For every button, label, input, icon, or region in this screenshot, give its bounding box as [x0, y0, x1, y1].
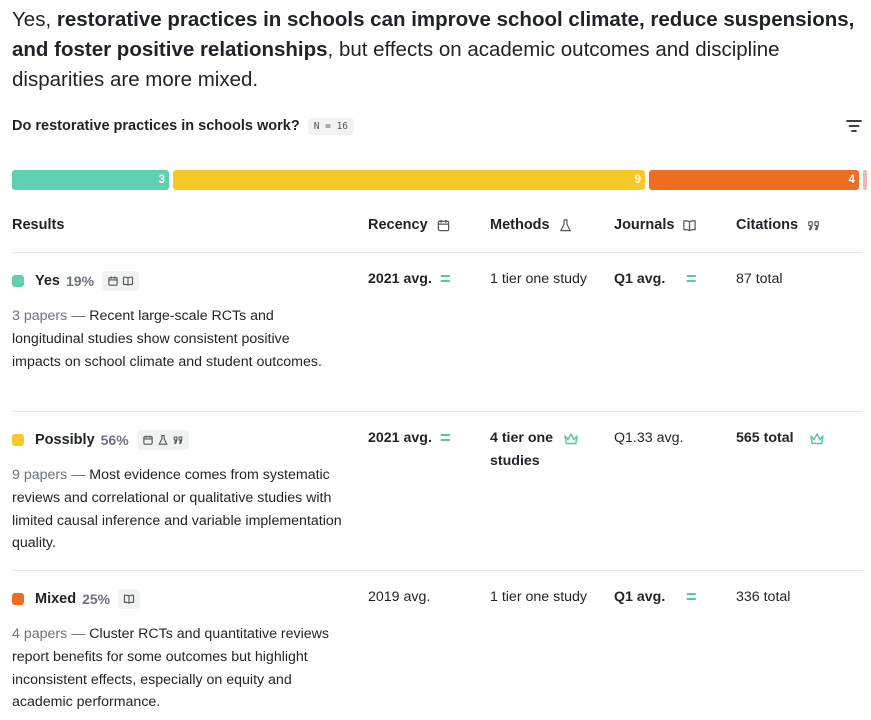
result-row-mixed[interactable]: Mixed 25% 4 papers — Cluster RCTs and qu… [12, 588, 342, 714]
n-badge: N = 16 [307, 117, 355, 135]
criteria-icons [118, 589, 141, 609]
result-row-yes[interactable]: Yes 19% 3 papers — Recent large-scale RC… [12, 270, 342, 373]
status-dot [12, 593, 24, 605]
recency-value: 2021 avg. [368, 271, 432, 287]
methods-value: 1 tier one study [490, 271, 588, 287]
journals-value: Q1.33 avg. [614, 430, 684, 446]
flask-icon [559, 218, 571, 231]
recency-value: 2019 avg. [368, 589, 431, 605]
row-divider [12, 570, 863, 571]
recency-value: 2021 avg. [368, 430, 432, 446]
status-dot [12, 275, 24, 287]
crown-icon [564, 433, 578, 445]
bar-segment-mixed[interactable]: 4 [649, 170, 859, 190]
result-label: Yes [35, 273, 60, 289]
paper-count: 9 papers [12, 467, 68, 483]
book-open-icon [683, 219, 697, 231]
summary-answer: Yes, restorative practices in schools ca… [12, 5, 867, 95]
result-description: 3 papers — Recent large-scale RCTs and l… [12, 308, 322, 370]
result-description: 4 papers — Cluster RCTs and quantitative… [12, 626, 330, 711]
methods-value: 1 tier one study [490, 589, 588, 605]
bar-segment-no[interactable] [863, 170, 867, 190]
col-header-results: Results [12, 214, 64, 236]
quote-icon [173, 436, 182, 444]
journals-value: Q1 avg. [614, 271, 666, 287]
col-methods-label: Methods [490, 217, 550, 233]
header-divider [12, 252, 863, 253]
citations-value: 565 total [736, 430, 794, 446]
distribution-bar: 3 9 4 [12, 170, 867, 190]
filter-icon[interactable] [845, 117, 863, 135]
result-percent: 25% [82, 591, 111, 607]
equal-icon: = [440, 428, 451, 448]
book-open-icon [122, 276, 134, 286]
result-label: Possibly [35, 432, 95, 448]
journals-value: Q1 avg. [614, 589, 666, 605]
criteria-icons [102, 271, 140, 291]
question-row: Do restorative practices in schools work… [12, 115, 863, 137]
criteria-icons [136, 430, 189, 450]
bar-segment-possibly[interactable]: 9 [173, 170, 645, 190]
result-percent: 19% [66, 273, 95, 289]
equal-icon: = [440, 269, 451, 289]
col-results-label: Results [12, 217, 65, 233]
result-percent: 56% [100, 432, 129, 448]
bar-segment-yes[interactable]: 3 [12, 170, 169, 190]
paper-count: 4 papers [12, 626, 68, 642]
equal-icon: = [686, 269, 697, 289]
book-open-icon [124, 594, 135, 604]
calendar-icon [142, 435, 153, 445]
col-header-recency[interactable]: Recency [368, 214, 451, 236]
equal-icon: = [686, 587, 697, 607]
paper-count: 3 papers [12, 308, 68, 324]
methods-value: 4 tier one studies [490, 430, 554, 469]
citations-value: 336 total [736, 589, 791, 605]
citations-value: 87 total [736, 271, 783, 287]
col-citations-label: Citations [736, 217, 799, 233]
flask-icon [158, 434, 168, 445]
result-row-possibly[interactable]: Possibly 56% 9 papers — Most evidence co… [12, 429, 342, 555]
quote-icon [808, 220, 819, 230]
status-dot [12, 434, 24, 446]
calendar-icon [437, 219, 449, 231]
row-divider [12, 411, 863, 412]
summary-bold: restorative practices in schools can imp… [12, 8, 855, 61]
calendar-icon [108, 276, 118, 286]
summary-prefix: Yes, [12, 8, 57, 31]
result-description: 9 papers — Most evidence comes from syst… [12, 467, 342, 552]
col-header-journals[interactable]: Journals [614, 214, 697, 236]
col-journals-label: Journals [614, 217, 675, 233]
result-label: Mixed [35, 591, 77, 607]
summary-suffix: , but effects on academic outcomes and d… [12, 38, 780, 91]
crown-icon [810, 433, 824, 445]
col-header-methods[interactable]: Methods [490, 214, 573, 236]
question-title: Do restorative practices in schools work… [12, 118, 300, 134]
col-header-citations[interactable]: Citations [736, 214, 821, 236]
col-recency-label: Recency [368, 217, 428, 233]
